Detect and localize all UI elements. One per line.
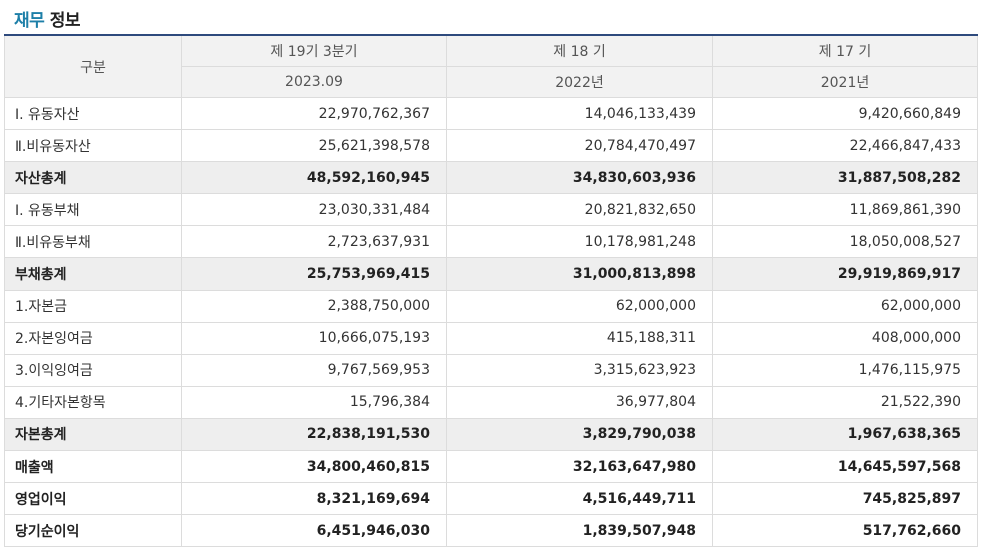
value-cell: 29,919,869,917 <box>712 257 978 291</box>
value-cell: 20,821,832,650 <box>446 193 713 227</box>
value-cell: 1,476,115,975 <box>712 353 978 387</box>
value-cell: 20,784,470,497 <box>446 129 713 163</box>
value-cell: 34,830,603,936 <box>446 161 713 195</box>
value-cell: 14,046,133,439 <box>446 96 713 131</box>
value-cell: 8,321,169,694 <box>181 482 447 516</box>
value-cell: 21,522,390 <box>712 385 978 419</box>
header-period-18: 제 18 기 <box>446 34 713 67</box>
row-label: Ⅰ. 유동자산 <box>4 96 182 131</box>
value-cell: 4,516,449,711 <box>446 482 713 516</box>
value-cell: 36,977,804 <box>446 385 713 419</box>
header-row-date: 2023.09 2022년 2021년 <box>5 66 978 98</box>
value-cell: 1,967,638,365 <box>712 417 978 452</box>
row-label: Ⅱ.비유동자산 <box>4 129 182 163</box>
section-title-accent: 재무 <box>14 11 45 31</box>
value-cell: 415,188,311 <box>446 321 713 355</box>
value-cell: 745,825,897 <box>712 482 978 516</box>
row-label: 2.자본잉여금 <box>4 321 182 355</box>
value-cell: 1,839,507,948 <box>446 514 713 548</box>
value-cell: 48,592,160,945 <box>181 161 447 195</box>
row-label: 4.기타자본항목 <box>4 385 182 419</box>
header-row-period: 구분 제 19기 3분기 제 18 기 제 17 기 <box>4 34 978 98</box>
section-title-rest: 정보 <box>44 11 81 31</box>
value-cell: 23,030,331,484 <box>181 193 447 227</box>
table-header: 구분 제 19기 3분기 제 18 기 제 17 기 2023.09 2022년… <box>4 34 978 98</box>
value-cell: 3,829,790,038 <box>446 417 713 452</box>
header-date-19: 2023.09 <box>181 66 447 98</box>
value-cell: 11,869,861,390 <box>712 193 978 227</box>
value-cell: 408,000,000 <box>712 321 978 355</box>
value-cell: 22,970,762,367 <box>181 96 447 131</box>
header-date-18: 2022년 <box>446 66 713 98</box>
value-cell: 9,420,660,849 <box>712 96 978 131</box>
table-row: 4.기타자본항목 15,796,384 36,977,804 21,522,390 <box>4 385 978 419</box>
row-label: 자본총계 <box>4 417 182 452</box>
value-cell: 9,767,569,953 <box>181 353 447 387</box>
value-cell: 3,315,623,923 <box>446 353 713 387</box>
value-cell: 22,466,847,433 <box>712 129 978 163</box>
table-row: 당기순이익 6,451,946,030 1,839,507,948 517,762,6… <box>4 514 978 548</box>
value-cell: 32,163,647,980 <box>446 450 713 484</box>
row-label: 매출액 <box>4 450 182 484</box>
table-row: Ⅰ. 유동자산 22,970,762,367 14,046,133,439 9,420… <box>4 96 978 131</box>
header-date-17: 2021년 <box>712 66 978 98</box>
value-cell: 25,621,398,578 <box>181 129 447 163</box>
table-row: 2.자본잉여금 10,666,075,193 415,188,311 408,000,… <box>4 321 978 355</box>
value-cell: 10,666,075,193 <box>181 321 447 355</box>
value-cell: 31,000,813,898 <box>446 257 713 291</box>
value-cell: 18,050,008,527 <box>712 225 978 259</box>
table-body: Ⅰ. 유동자산 22,970,762,367 14,046,133,439 9,420… <box>4 96 978 548</box>
table-row: 1.자본금 2,388,750,000 62,000,000 62,000,000 <box>4 289 978 323</box>
value-cell: 2,723,637,931 <box>181 225 447 259</box>
value-cell: 14,645,597,568 <box>712 450 978 484</box>
value-cell: 15,796,384 <box>181 385 447 419</box>
value-cell: 62,000,000 <box>446 289 713 323</box>
header-period-17: 제 17 기 <box>712 34 978 67</box>
section-title: 재무 정보 <box>14 6 80 31</box>
value-cell: 25,753,969,415 <box>181 257 447 291</box>
table-row: Ⅱ.비유동부채 2,723,637,931 10,178,981,248 18,050… <box>4 225 978 259</box>
table-row: 자본총계 22,838,191,530 3,829,790,038 1,967,638… <box>4 417 978 452</box>
table-row: Ⅰ. 유동부채 23,030,331,484 20,821,832,650 11,86… <box>4 193 978 227</box>
value-cell: 6,451,946,030 <box>181 514 447 548</box>
value-cell: 34,800,460,815 <box>181 450 447 484</box>
value-cell: 517,762,660 <box>712 514 978 548</box>
row-label: 3.이익잉여금 <box>4 353 182 387</box>
value-cell: 22,838,191,530 <box>181 417 447 452</box>
financial-table: 구분 제 19기 3분기 제 18 기 제 17 기 2023.09 2022년… <box>4 34 978 548</box>
value-cell: 62,000,000 <box>712 289 978 323</box>
value-cell: 2,388,750,000 <box>181 289 447 323</box>
header-period-19: 제 19기 3분기 <box>181 34 447 67</box>
table-row: 부채총계 25,753,969,415 31,000,813,898 29,919,8… <box>4 257 978 291</box>
row-label: 영업이익 <box>4 482 182 516</box>
table-row: 매출액 34,800,460,815 32,163,647,980 14,645,59… <box>4 450 978 484</box>
value-cell: 10,178,981,248 <box>446 225 713 259</box>
table-row: 영업이익 8,321,169,694 4,516,449,711 745,825,89… <box>4 482 978 516</box>
table-row: 자산총계 48,592,160,945 34,830,603,936 31,887,5… <box>4 161 978 195</box>
row-label: Ⅰ. 유동부채 <box>4 193 182 227</box>
value-cell: 31,887,508,282 <box>712 161 978 195</box>
row-label: Ⅱ.비유동부채 <box>4 225 182 259</box>
row-label: 자산총계 <box>4 161 182 195</box>
row-label: 1.자본금 <box>4 289 182 323</box>
table-row: 3.이익잉여금 9,767,569,953 3,315,623,923 1,476,1… <box>4 353 978 387</box>
row-label: 부채총계 <box>4 257 182 291</box>
header-category: 구분 <box>4 34 182 98</box>
table-row: Ⅱ.비유동자산 25,621,398,578 20,784,470,497 22,46… <box>4 129 978 163</box>
row-label: 당기순이익 <box>4 514 182 548</box>
